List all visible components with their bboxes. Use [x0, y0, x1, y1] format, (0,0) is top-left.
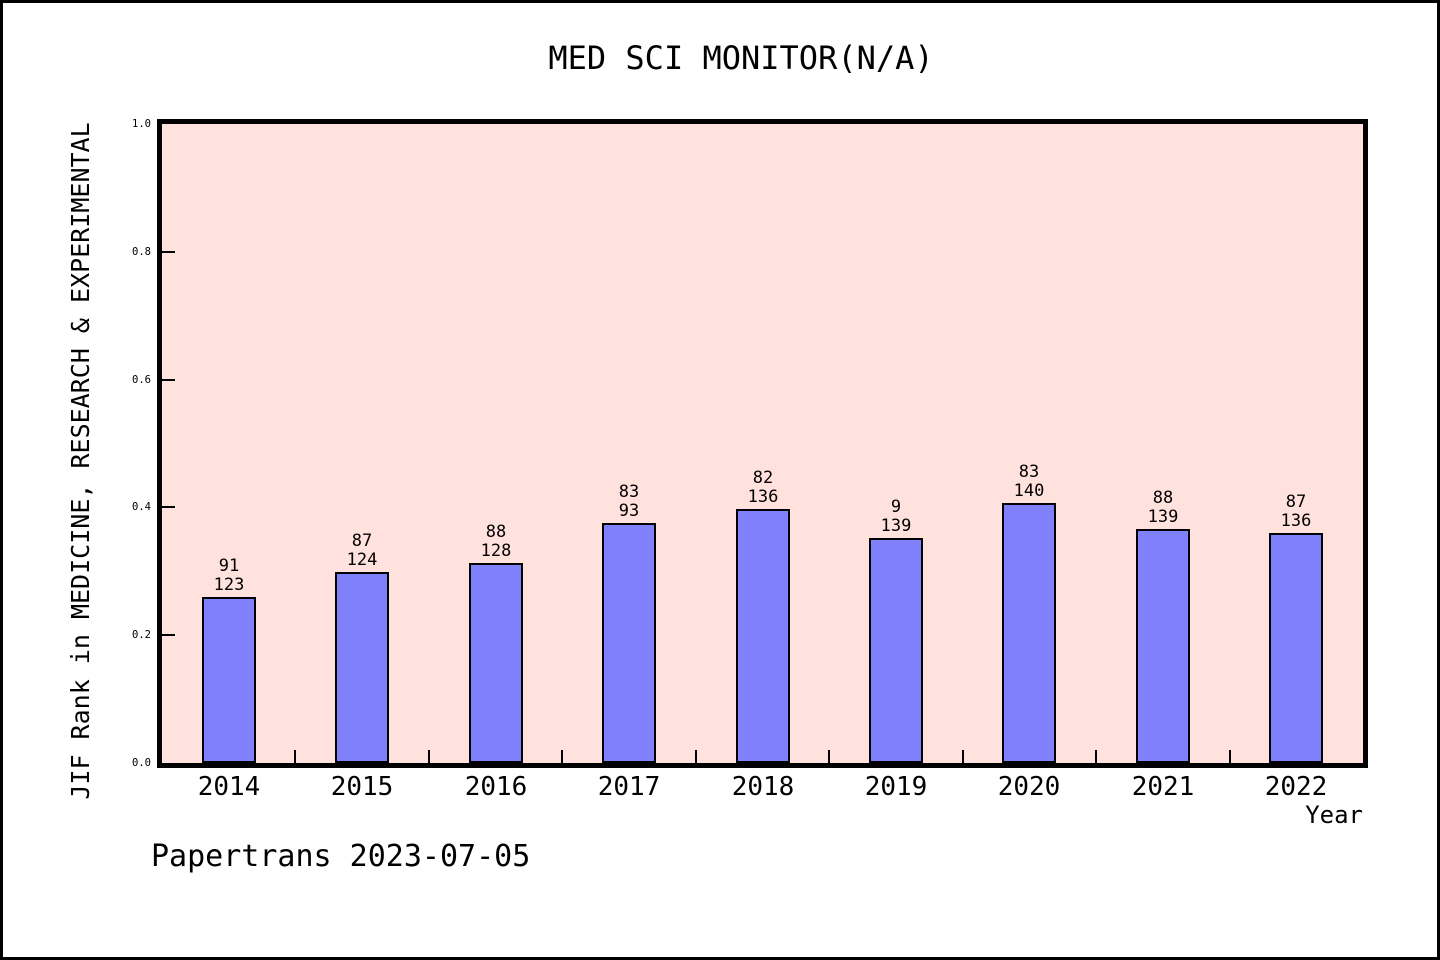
bar: [1269, 533, 1323, 763]
x-tick-mark: [828, 750, 831, 763]
bar-total-value: 124: [346, 550, 378, 570]
bar-rank-value: 87: [1285, 492, 1307, 512]
x-tick-mark: [294, 750, 297, 763]
x-tick-mark: [1228, 750, 1231, 763]
bar-total-value: 136: [747, 487, 779, 507]
bar-total-value: 123: [213, 575, 245, 595]
bar-rank-value: 83: [618, 482, 640, 502]
bar-value-label: 9 139: [836, 498, 956, 536]
x-axis-label: Year: [1305, 801, 1363, 829]
bar-total-value: 139: [880, 516, 912, 536]
bar-total-value: 136: [1280, 511, 1312, 531]
bar-rank-value: 91: [218, 556, 240, 576]
bar: [602, 523, 656, 763]
bar-total-value: 140: [1013, 481, 1045, 501]
bar: [335, 572, 389, 763]
bar-total-value: 128: [480, 541, 512, 561]
bar: [202, 597, 256, 763]
bar-rank-value: 82: [752, 468, 774, 488]
y-axis-label: JIF Rank in MEDICINE, RESEARCH & EXPERIM…: [66, 122, 95, 800]
bar-value-label: 91 123: [169, 557, 289, 595]
bar-value-label: 87 124: [302, 532, 422, 570]
y-tick-mark: [162, 378, 175, 381]
x-tick-label: 2019: [864, 772, 928, 802]
bar: [1002, 503, 1056, 763]
x-tick-label: 2016: [464, 772, 528, 802]
y-tick-label: 0.2: [132, 629, 151, 642]
watermark-text: Papertrans 2023-07-05: [151, 839, 531, 874]
x-tick-mark: [1095, 750, 1098, 763]
bar-total-value: 93: [618, 501, 640, 521]
x-tick-label: 2022: [1264, 772, 1328, 802]
bar-rank-value: 9: [890, 497, 902, 517]
y-tick-mark: [162, 506, 175, 509]
y-tick-label: 0.8: [132, 245, 151, 258]
bar-value-label: 88 139: [1103, 489, 1223, 527]
y-tick-label: 1.0: [132, 118, 151, 130]
y-tick-mark: [162, 250, 175, 253]
x-tick-mark: [694, 750, 697, 763]
x-tick-mark: [561, 750, 564, 763]
x-tick-label: 2021: [1131, 772, 1195, 802]
chart-title: MED SCI MONITOR(N/A): [548, 39, 934, 77]
bar-value-label: 88 128: [436, 523, 556, 561]
x-tick-label: 2020: [997, 772, 1061, 802]
y-tick-label: 0.4: [132, 501, 151, 514]
bar-value-label: 83 140: [969, 463, 1089, 501]
bar: [736, 509, 790, 763]
bar-rank-value: 83: [1018, 462, 1040, 482]
y-tick-label: 0.0: [132, 757, 151, 769]
bar: [1136, 529, 1190, 763]
bar-rank-value: 88: [1152, 488, 1174, 508]
x-tick-label: 2018: [731, 772, 795, 802]
bar: [469, 563, 523, 763]
bar-value-label: 87 136: [1236, 493, 1356, 531]
x-tick-mark: [427, 750, 430, 763]
bar-value-label: 83 93: [569, 483, 689, 521]
bar-rank-value: 87: [351, 531, 373, 551]
y-tick-mark: [162, 634, 175, 637]
bar: [869, 538, 923, 763]
y-tick-label: 0.6: [132, 373, 151, 386]
bar-rank-value: 88: [485, 522, 507, 542]
x-tick-label: 2015: [330, 772, 394, 802]
x-tick-label: 2014: [197, 772, 261, 802]
bar-total-value: 139: [1147, 507, 1179, 527]
x-tick-label: 2017: [597, 772, 661, 802]
bar-value-label: 82 136: [703, 469, 823, 507]
x-tick-mark: [961, 750, 964, 763]
